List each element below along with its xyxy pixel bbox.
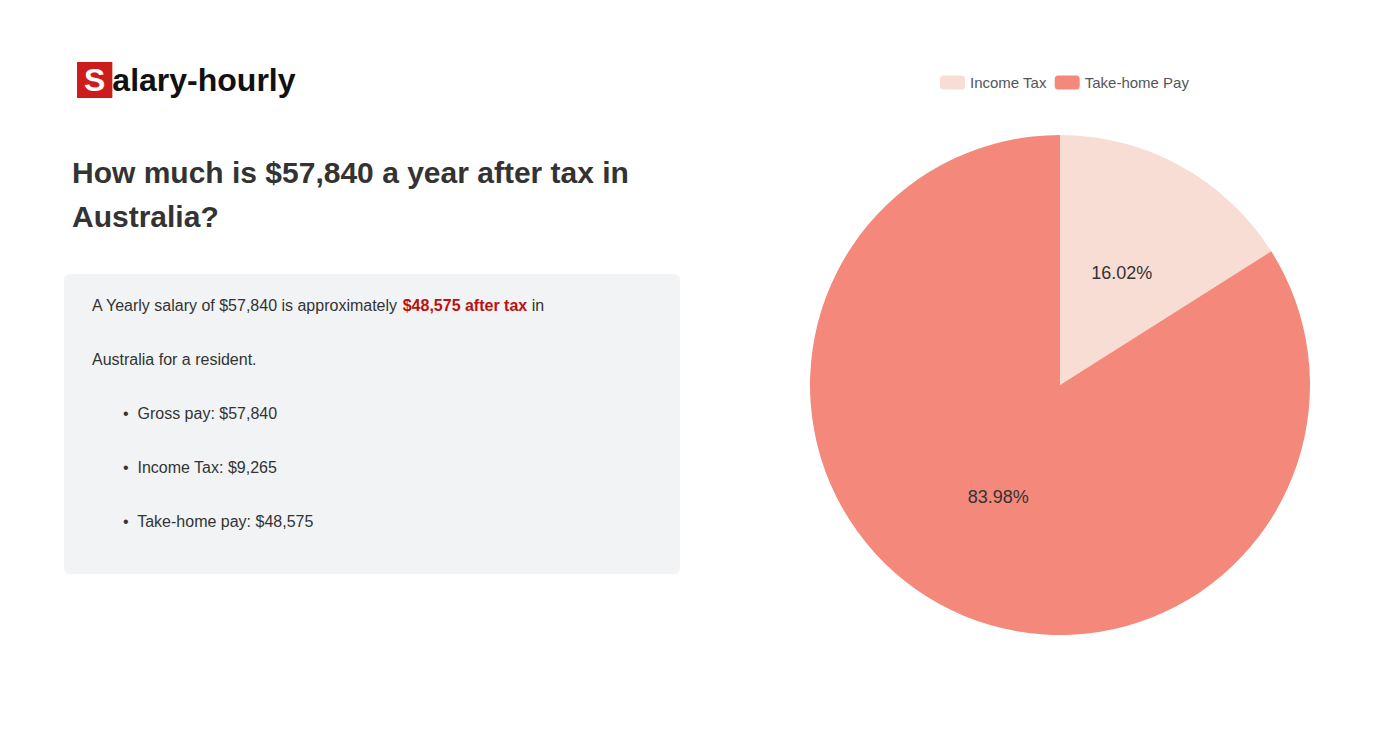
svg-text:Income Tax: Income Tax <box>970 74 1047 91</box>
svg-text:• Gross pay: $57,840: • Gross pay: $57,840 <box>123 405 277 422</box>
svg-text:83.98%: 83.98% <box>968 487 1029 507</box>
svg-text:• Income Tax: $9,265: • Income Tax: $9,265 <box>123 459 277 476</box>
svg-text:A Yearly salary of $57,840 is: A Yearly salary of $57,840 is approximat… <box>92 297 402 314</box>
svg-text:alary-hourly: alary-hourly <box>112 62 295 98</box>
svg-text:• Take-home pay: $48,575: • Take-home pay: $48,575 <box>123 513 313 530</box>
svg-text:$48,575 after tax: $48,575 after tax <box>403 297 528 314</box>
svg-text:Take-home Pay: Take-home Pay <box>1085 74 1190 91</box>
svg-text:16.02%: 16.02% <box>1091 263 1152 283</box>
svg-text:S: S <box>84 62 105 98</box>
svg-text:in: in <box>527 297 544 314</box>
svg-text:Australia for a resident.: Australia for a resident. <box>92 351 257 368</box>
svg-text:How much is $57,840 a year aft: How much is $57,840 a year after tax in <box>72 156 629 189</box>
svg-text:Australia?: Australia? <box>72 200 219 233</box>
